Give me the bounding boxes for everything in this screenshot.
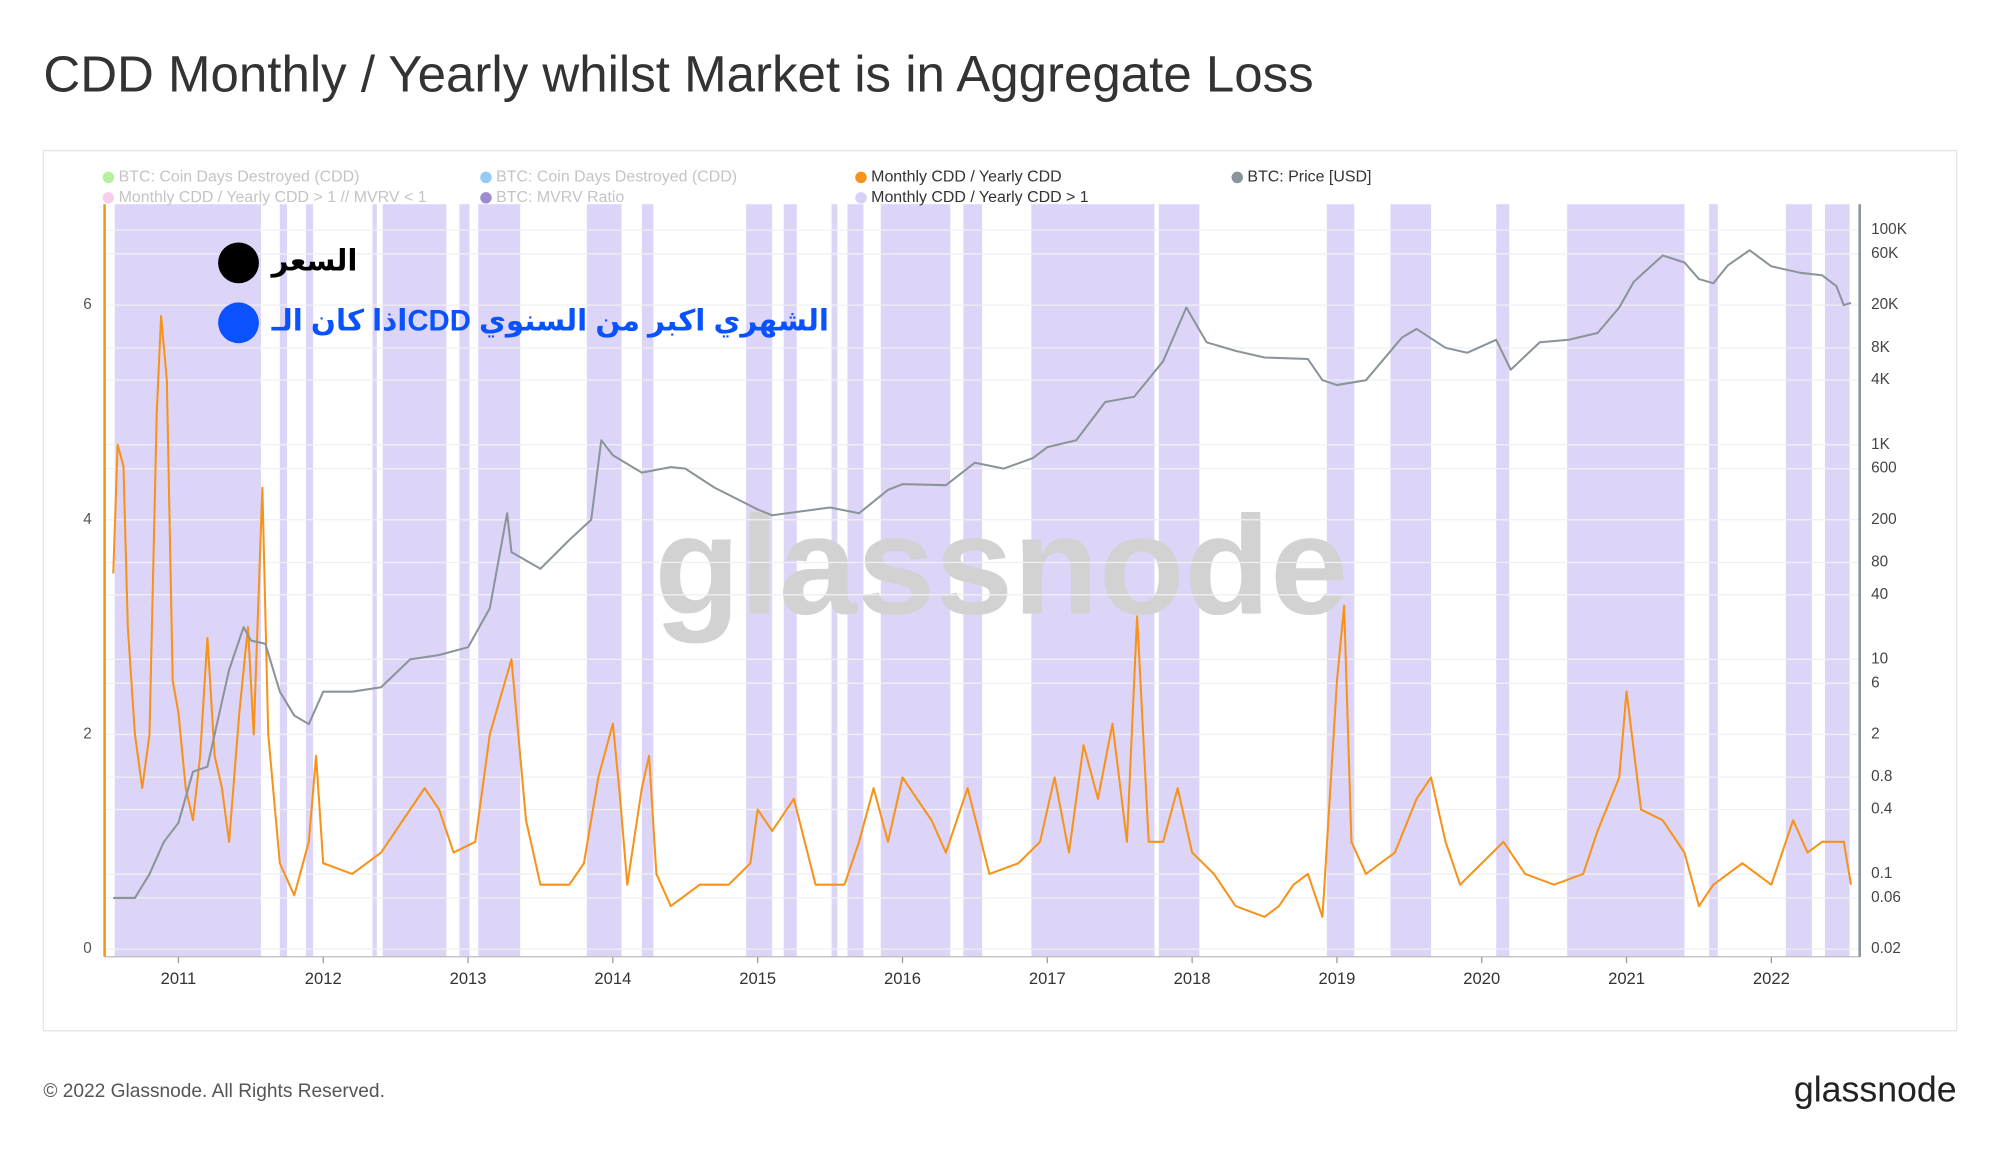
y2-tick-label: 60K [1871,245,1899,262]
x-tick-label: 2016 [884,969,921,988]
legend-marker [102,192,115,204]
series-line [112,314,1853,918]
y2-tick-label: 0.06 [1871,889,1901,906]
logo: glassnode [1794,1069,1957,1109]
x-tick-label: 2019 [1318,969,1355,988]
y2-tick-label: 2 [1871,725,1880,742]
shade-band [847,204,864,957]
shade-band [1390,204,1432,957]
annotation-dot [218,242,259,284]
x-tick-label: 2021 [1608,969,1645,988]
copyright: © 2022 Glassnode. All Rights Reserved. [43,1081,385,1102]
watermark: glassnode [654,487,1348,644]
shade-band [1496,204,1510,957]
shade-band [746,204,773,957]
legend-label: BTC: MVRV Ratio [496,189,624,206]
x-tick-label: 2020 [1463,969,1500,988]
y2-tick-label: 10 [1871,650,1888,667]
shade-band [305,204,314,957]
shade-band [1785,204,1812,957]
x-tick-label: 2011 [161,969,197,988]
y-tick-label: 4 [83,511,92,528]
shade-band [382,204,447,957]
y2-tick-label: 40 [1871,586,1888,603]
y2-tick-label: 1K [1871,436,1891,453]
y2-tick-label: 4K [1871,371,1891,388]
y2-tick-label: 6 [1871,674,1880,691]
legend-marker [480,171,492,184]
y2-tick-label: 0.1 [1871,865,1892,882]
legend-label: BTC: Coin Days Destroyed (CDD) [496,169,737,186]
shade-band [641,204,654,957]
x-tick-label: 2015 [739,969,776,988]
shade-band [963,204,983,957]
y-tick-label: 6 [83,296,92,313]
shade-band [1824,204,1850,957]
legend-marker [480,192,492,204]
x-tick-label: 2012 [305,969,342,988]
legend-label: Monthly CDD / Yearly CDD > 1 [871,189,1089,206]
legend-marker [102,171,115,184]
y-tick-label: 2 [83,725,92,742]
shade-band [478,204,521,957]
shade-band [831,204,838,957]
x-tick-label: 2018 [1174,969,1211,988]
annotation-text: اذا كان الـCDD الشهري اكبر من السنوي [271,305,829,338]
annotation-text: السعر [270,245,358,278]
bands [114,204,1850,957]
y2-tick-label: 8K [1871,339,1891,356]
shade-band [372,204,377,957]
y2-tick-label: 0.02 [1871,940,1901,957]
shade-band [1567,204,1685,957]
y2-tick-label: 80 [1871,554,1888,571]
x-tick-label: 2017 [1029,969,1066,988]
y2-tick-label: 600 [1871,460,1897,477]
shade-band [783,204,797,957]
legend-marker [855,171,867,184]
legend-marker [855,192,867,204]
shade-band [880,204,951,957]
shade-band [459,204,470,957]
shade-band [1031,204,1155,957]
y2-tick-label: 0.8 [1871,768,1892,785]
y2-tick-label: 20K [1871,296,1899,313]
legend-label: Monthly CDD / Yearly CDD [871,169,1061,186]
series-line [113,249,1852,899]
legend-label: BTC: Coin Days Destroyed (CDD) [119,169,360,186]
legend-marker [1231,171,1243,184]
x-tick-label: 2013 [450,969,487,988]
annotation-dot [218,302,259,344]
x-tick-label: 2014 [594,969,631,988]
y2-tick-label: 200 [1871,511,1897,528]
y2-tick-label: 0.4 [1871,801,1893,818]
x-tick-label: 2022 [1753,969,1790,988]
y-tick-label: 0 [83,940,92,957]
shade-band [1326,204,1355,957]
y2-tick-label: 100K [1871,221,1908,238]
legend-label: BTC: Price [USD] [1247,169,1371,186]
legend-label: Monthly CDD / Yearly CDD > 1 // MVRV < 1 [119,189,427,206]
shade-band [1709,204,1718,957]
plot: 100K60K20K8K4K1K600200804010620.80.40.10… [83,169,1907,988]
shade-band [279,204,288,957]
chart-title: CDD Monthly / Yearly whilst Market is in… [43,45,1313,102]
shade-band [586,204,622,957]
